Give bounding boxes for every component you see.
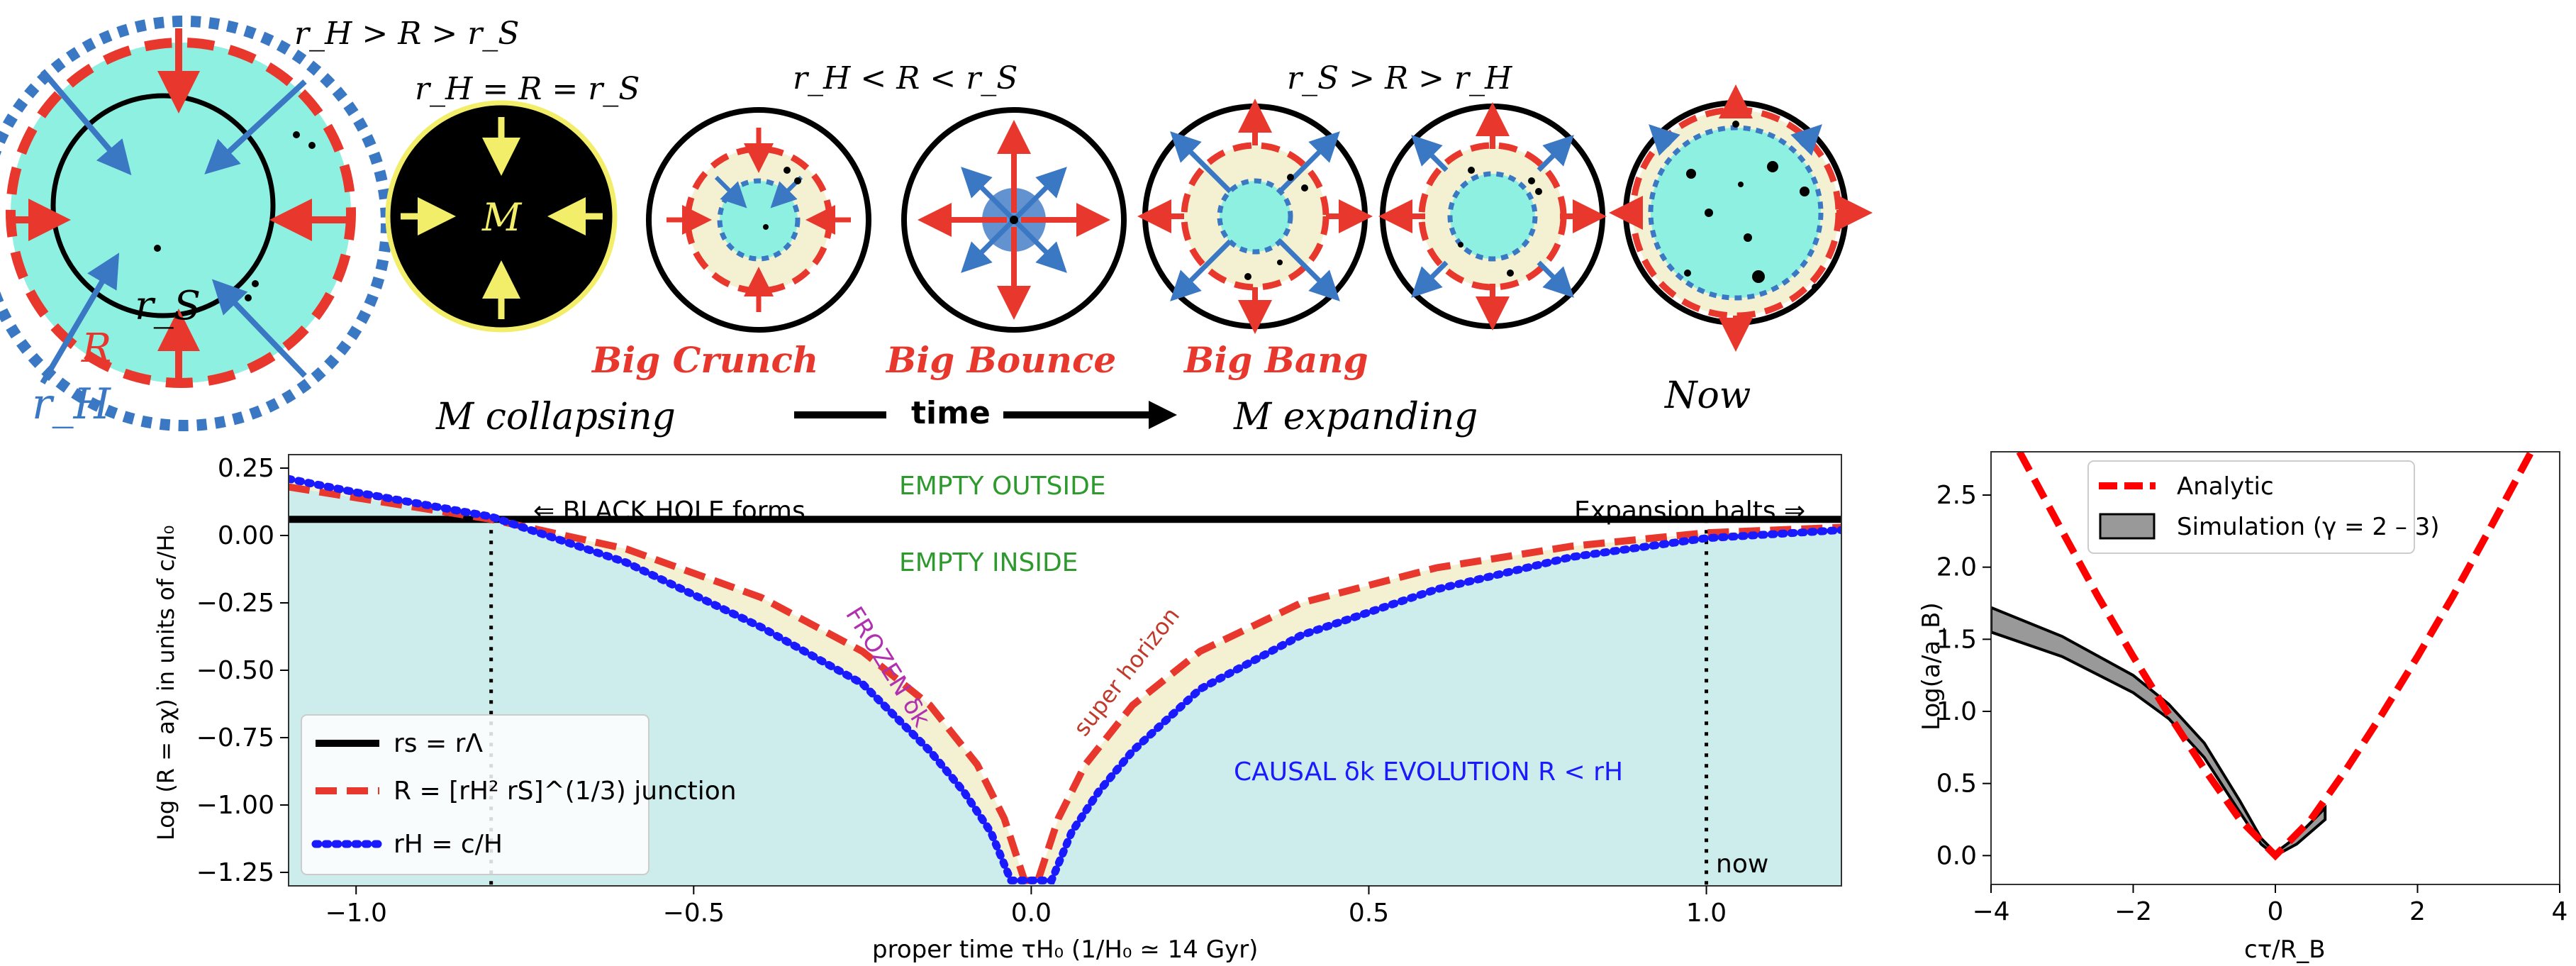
main-x-tick-label: −1.0: [325, 899, 387, 928]
label-rH: r_H: [32, 379, 112, 429]
right-y-tick-label: 0.0: [1936, 841, 1977, 870]
condition-bang: r_S > R > r_H: [1287, 60, 1513, 96]
condition-crunch: r_H < R < r_S: [793, 60, 1017, 96]
main-y-axis: 0.25 0.00 −0.25 −0.50 −0.75 −1.00 −1.25: [196, 454, 289, 887]
main-x-axis-label: proper time τH₀ (1/H₀ ≃ 14 Gyr): [872, 936, 1258, 964]
main-y-tick-label: 0.00: [218, 521, 274, 550]
diagram-big-crunch: r_H < R < r_S Big Crunch: [591, 60, 1017, 381]
right-y-tick-label: 1.0: [1936, 697, 1977, 726]
analytic-line: [2016, 452, 2535, 861]
annotation-empty-inside: EMPTY INSIDE: [899, 548, 1078, 577]
right-y-tick-label: 2.5: [1936, 481, 1977, 510]
main-y-tick-label: −1.25: [196, 858, 274, 887]
legend-swatch-simulation: [2099, 513, 2156, 540]
right-legend: Analytic Simulation (γ = 2 – 3): [2087, 460, 2440, 554]
main-x-tick-label: 0.0: [1011, 899, 1052, 928]
right-x-axis: −4 −2 0 2 4: [1972, 884, 2567, 926]
right-x-axis-label: cτ/R_B: [2244, 936, 2326, 964]
right-y-tick-label: 0.5: [1936, 770, 1977, 799]
right-x-tick-label: 2: [2409, 897, 2426, 926]
event-big-crunch: Big Crunch: [591, 339, 818, 381]
event-big-bang: Big Bang: [1183, 339, 1368, 381]
main-x-tick-label: −0.5: [663, 899, 725, 928]
time-label: time: [911, 395, 991, 431]
right-chart: −4 −2 0 2 4 0.0 0.5 1.0 1.5 2.0 2.5 Analytic Simu…: [1917, 451, 2567, 964]
super-horizon-band: [289, 479, 1841, 881]
right-x-tick-label: −4: [1972, 897, 2009, 926]
main-y-axis-label: Log (R = aχ) in units of c/H₀: [152, 526, 179, 840]
annotation-causal: CAUSAL δk EVOLUTION R < rH: [1234, 757, 1623, 787]
main-chart: −1.0 −0.5 0.0 0.5 1.0 0.25 0.00 −0.25 −0.50 −0.7…: [152, 454, 1842, 964]
main-x-axis: −1.0 −0.5 0.0 0.5 1.0: [325, 886, 1727, 928]
main-y-tick-label: −1.00: [196, 791, 274, 820]
diagram-expanding: [1378, 102, 1607, 331]
right-y-tick-label: 1.5: [1936, 625, 1977, 654]
main-x-tick-label: 0.5: [1349, 899, 1389, 928]
right-y-tick-label: 2.0: [1936, 553, 1977, 582]
diagram-big-bang: Big Bang: [1137, 99, 1373, 381]
annotation-now: now: [1716, 850, 1768, 879]
label-rs: r_S: [135, 283, 201, 329]
label-M: M: [481, 195, 523, 240]
label-R: R: [81, 326, 111, 372]
causal-region-fill: [289, 479, 1841, 886]
legend-label-rs: rs = rΛ: [394, 729, 483, 758]
right-y-axis-label: Log(a/a_B): [1917, 602, 1946, 731]
condition-outer: r_H > R > r_S: [294, 16, 519, 52]
legend-label-simulation: Simulation (γ = 2 – 3): [2177, 513, 2440, 541]
series-R-line: [289, 483, 1841, 884]
simulation-band: [1991, 606, 2327, 857]
series-rH-line: [289, 474, 1841, 884]
top-panel: r_S R r_H r_H > R > r_S M r_H = R = r_S: [0, 16, 1873, 438]
event-big-bounce: Big Bounce: [885, 339, 1116, 381]
main-y-tick-label: −0.50: [196, 656, 274, 685]
diagram-now: Now: [1609, 84, 1873, 417]
main-x-tick-label: 1.0: [1686, 899, 1727, 928]
main-y-tick-label: −0.75: [196, 723, 274, 753]
diagram-outer-state: r_S R r_H r_H > R > r_S: [0, 16, 519, 431]
right-x-tick-label: 4: [2552, 897, 2568, 926]
right-y-axis: 0.0 0.5 1.0 1.5 2.0 2.5: [1936, 481, 1991, 870]
right-x-tick-label: −2: [2114, 897, 2152, 926]
diagram-big-bounce: Big Bounce: [885, 107, 1127, 381]
condition-bh: r_H = R = r_S: [415, 71, 640, 107]
phase-collapsing: M collapsing: [435, 396, 676, 438]
now-label: Now: [1663, 374, 1751, 417]
main-y-tick-label: 0.25: [218, 454, 274, 483]
annotation-expansion-halts: Expansion halts ⇒: [1574, 496, 1805, 526]
right-x-tick-label: 0: [2268, 897, 2284, 926]
annotation-bh-forms: ⇐ BLACK HOLE forms: [533, 496, 805, 526]
legend-label-analytic: Analytic: [2177, 472, 2274, 501]
legend-label-rH: rH = c/H: [394, 830, 503, 859]
main-legend: rs = rΛ R = [rH² rS]^(1/3) junction rH =…: [301, 714, 737, 875]
annotation-empty-outside: EMPTY OUTSIDE: [899, 472, 1106, 501]
legend-label-R: R = [rH² rS]^(1/3) junction: [394, 777, 737, 806]
main-y-tick-label: −0.25: [196, 589, 274, 618]
phase-expanding: M expanding: [1233, 396, 1478, 438]
diagram-black-hole: M r_H = R = r_S: [385, 71, 640, 333]
